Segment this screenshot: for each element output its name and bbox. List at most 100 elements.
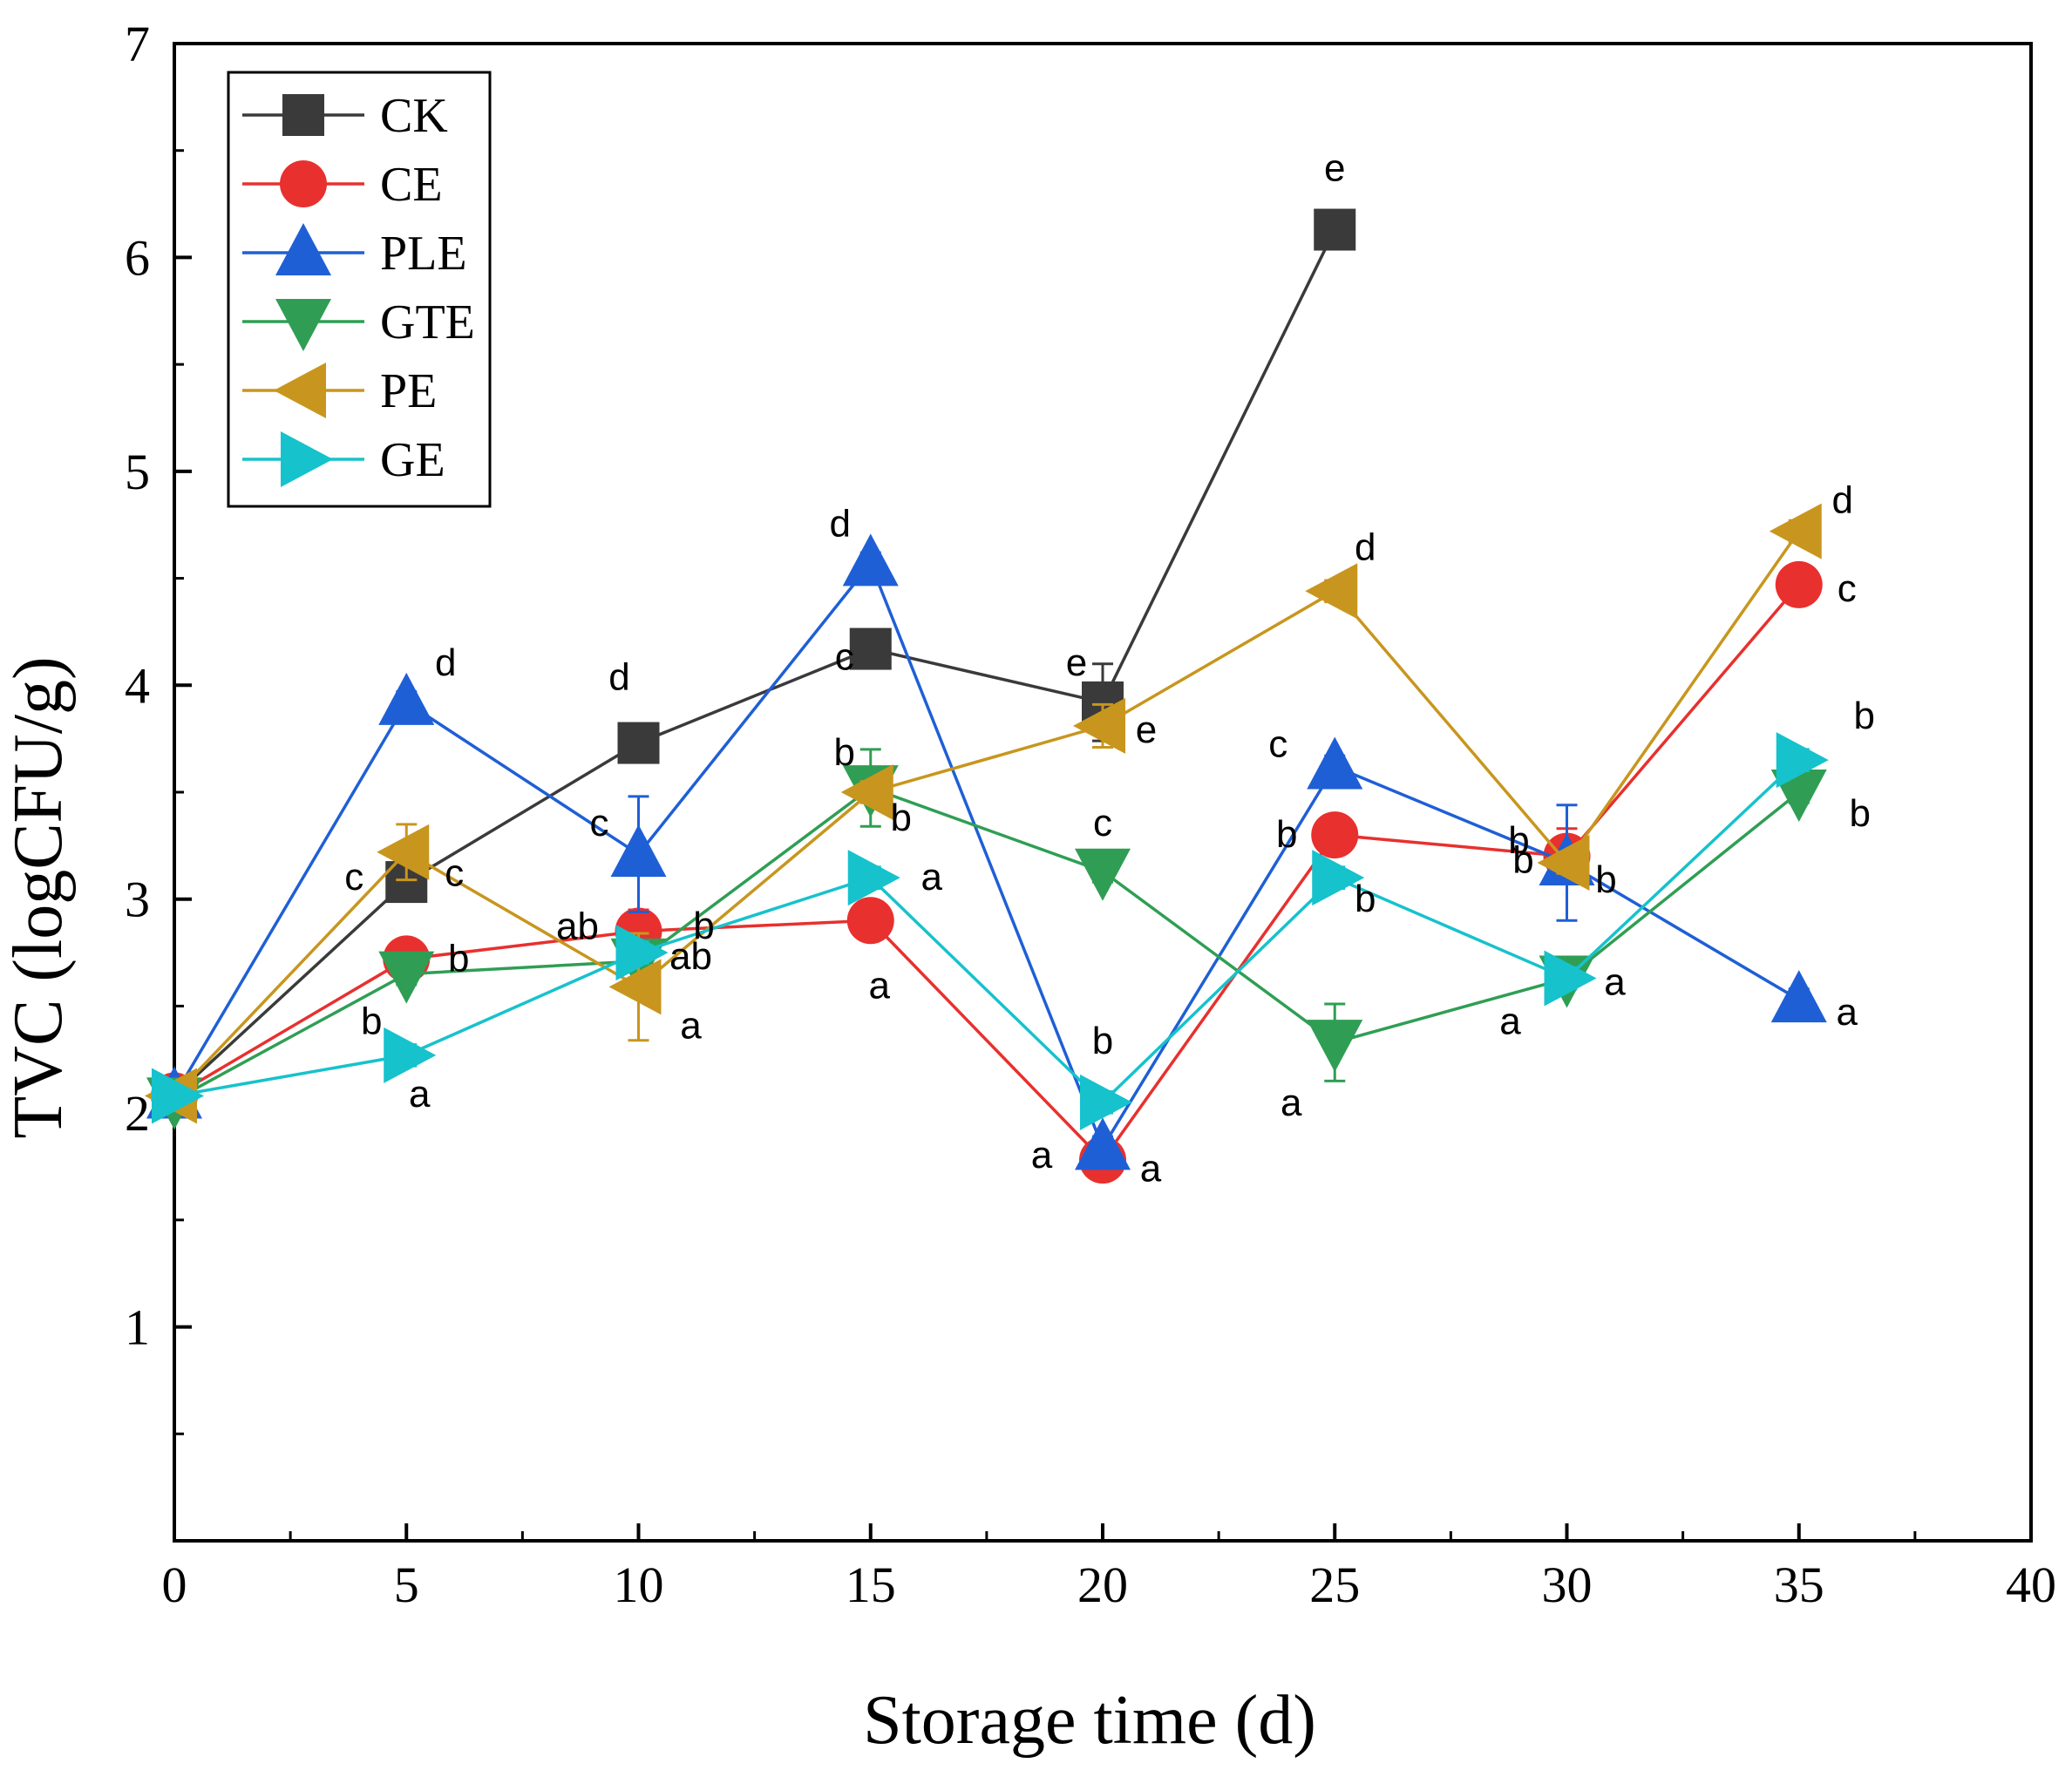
series-line-ce — [173, 583, 1801, 1163]
x-tick-label: 40 — [2006, 1556, 2056, 1613]
sig-label-ck: c — [344, 856, 363, 899]
sig-label-pe: d — [1832, 479, 1853, 522]
data-point-gte — [378, 951, 435, 1004]
data-point-ple — [842, 533, 899, 587]
sig-label-pe: a — [680, 1004, 702, 1047]
data-point-pe — [1073, 697, 1125, 754]
y-tick-label: 2 — [125, 1085, 150, 1142]
data-point-ge — [384, 1027, 437, 1083]
legend: CK CE PLE GTE PE GE — [227, 71, 492, 508]
x-tick-label: 25 — [1309, 1556, 1360, 1613]
data-point-ge — [1544, 950, 1597, 1007]
sig-label-ple: c — [590, 802, 609, 844]
data-point-ple — [378, 672, 435, 725]
legend-marker-ck — [282, 94, 324, 136]
data-point-pe — [377, 824, 430, 880]
series-line-ck — [173, 228, 1336, 1097]
sig-label-ce: a — [1031, 1134, 1053, 1177]
sig-label-gte: a — [1281, 1082, 1302, 1124]
y-tick-label: 5 — [125, 444, 150, 500]
data-point-pe — [1305, 563, 1358, 620]
sig-label-ck: e — [1066, 641, 1087, 684]
sig-label-ce: a — [869, 964, 891, 1007]
legend-label-ple: PLE — [380, 227, 467, 281]
legend-item-ck: CK — [242, 89, 448, 143]
y-tick-label: 1 — [125, 1299, 150, 1356]
sig-label-pe: d — [1355, 526, 1376, 568]
data-point-pe — [840, 764, 893, 820]
sig-label-ce: ab — [556, 905, 599, 948]
sig-label-ple: d — [830, 502, 851, 545]
sig-label-ce: b — [1276, 813, 1297, 856]
sig-label-ple: b — [1508, 819, 1529, 862]
legend-marker-pe — [274, 363, 326, 418]
data-point-ge — [152, 1068, 204, 1124]
legend-marker-ce — [280, 160, 327, 207]
legend-item-ge: GE — [242, 431, 445, 487]
y-tick-label: 6 — [125, 229, 150, 286]
legend-item-gte: GTE — [242, 295, 475, 351]
sig-label-gte: c — [1093, 802, 1112, 844]
y-axis-title: TVC (logCFU/g) — [0, 656, 77, 1138]
sig-label-ck: c — [835, 636, 854, 679]
data-point-pe — [608, 959, 662, 1015]
x-tick-label: 30 — [1542, 1556, 1593, 1613]
sig-label-ple: a — [1837, 991, 1858, 1034]
sig-label-ge: b — [1854, 695, 1875, 737]
sig-label-ce: b — [448, 937, 469, 980]
data-point-ce — [846, 897, 894, 945]
sig-label-pe: b — [891, 797, 912, 839]
legend-label-ge: GE — [380, 433, 445, 487]
legend-label-gte: GTE — [380, 295, 475, 349]
x-axis-title: Storage time (d) — [863, 1682, 1316, 1759]
series-layer — [145, 208, 1829, 1184]
x-tick-label: 20 — [1077, 1556, 1128, 1613]
data-point-ge — [1312, 850, 1365, 906]
data-point-ge — [615, 925, 669, 981]
sig-label-gte: b — [834, 731, 855, 774]
sig-label-ple: d — [435, 641, 456, 684]
sig-label-gte: a — [1499, 1000, 1521, 1043]
data-point-pe — [1769, 503, 1822, 559]
data-point-ple — [1307, 736, 1363, 790]
legend-marker-gte — [275, 299, 331, 351]
legend-label-ck: CK — [380, 89, 448, 143]
axes: 0 5 10 15 20 25 30 35 40 1 2 3 4 5 6 7 — [125, 16, 2056, 1613]
sig-label-ge: ab — [669, 935, 712, 978]
legend-item-pe: PE — [242, 363, 437, 418]
data-point-ple — [610, 824, 667, 878]
sig-label-pe: c — [445, 852, 464, 895]
data-point-ple — [1770, 970, 1827, 1023]
legend-box — [227, 71, 492, 508]
series-line-ple — [173, 559, 1800, 1151]
data-point-pe — [1537, 834, 1590, 891]
data-point-ck — [617, 722, 660, 764]
sig-label-pe: b — [1595, 858, 1616, 901]
y-tick-label: 7 — [125, 16, 150, 72]
data-point-ple — [1075, 1117, 1131, 1170]
sig-label-ge: a — [1604, 961, 1626, 1004]
legend-item-ce: CE — [242, 158, 443, 212]
sig-label-pe: e — [1136, 709, 1157, 751]
data-point-ce — [1311, 811, 1359, 859]
legend-label-pe: PE — [380, 364, 437, 418]
series-line-gte — [173, 786, 1800, 1102]
legend-marker-ge — [281, 431, 333, 487]
sig-label-ce: c — [1838, 567, 1857, 610]
sig-label-ge: b — [1355, 878, 1376, 920]
x-tick-label: 15 — [846, 1556, 896, 1613]
data-point-ce — [1775, 560, 1823, 608]
y-tick-label: 4 — [125, 657, 150, 714]
data-point-ck — [849, 627, 892, 670]
sig-label-ck: e — [1324, 147, 1345, 190]
series-ge — [152, 732, 1829, 1130]
x-tick-label: 0 — [162, 1556, 187, 1613]
sig-label-gte: b — [1850, 792, 1871, 835]
sig-label-ge: b — [1092, 1020, 1113, 1062]
data-point-gte — [1307, 1020, 1363, 1073]
sig-label-gte: b — [361, 1000, 382, 1043]
sig-label-gte: b — [693, 905, 714, 947]
x-tick-label: 10 — [614, 1556, 664, 1613]
data-point-ge — [847, 850, 900, 906]
